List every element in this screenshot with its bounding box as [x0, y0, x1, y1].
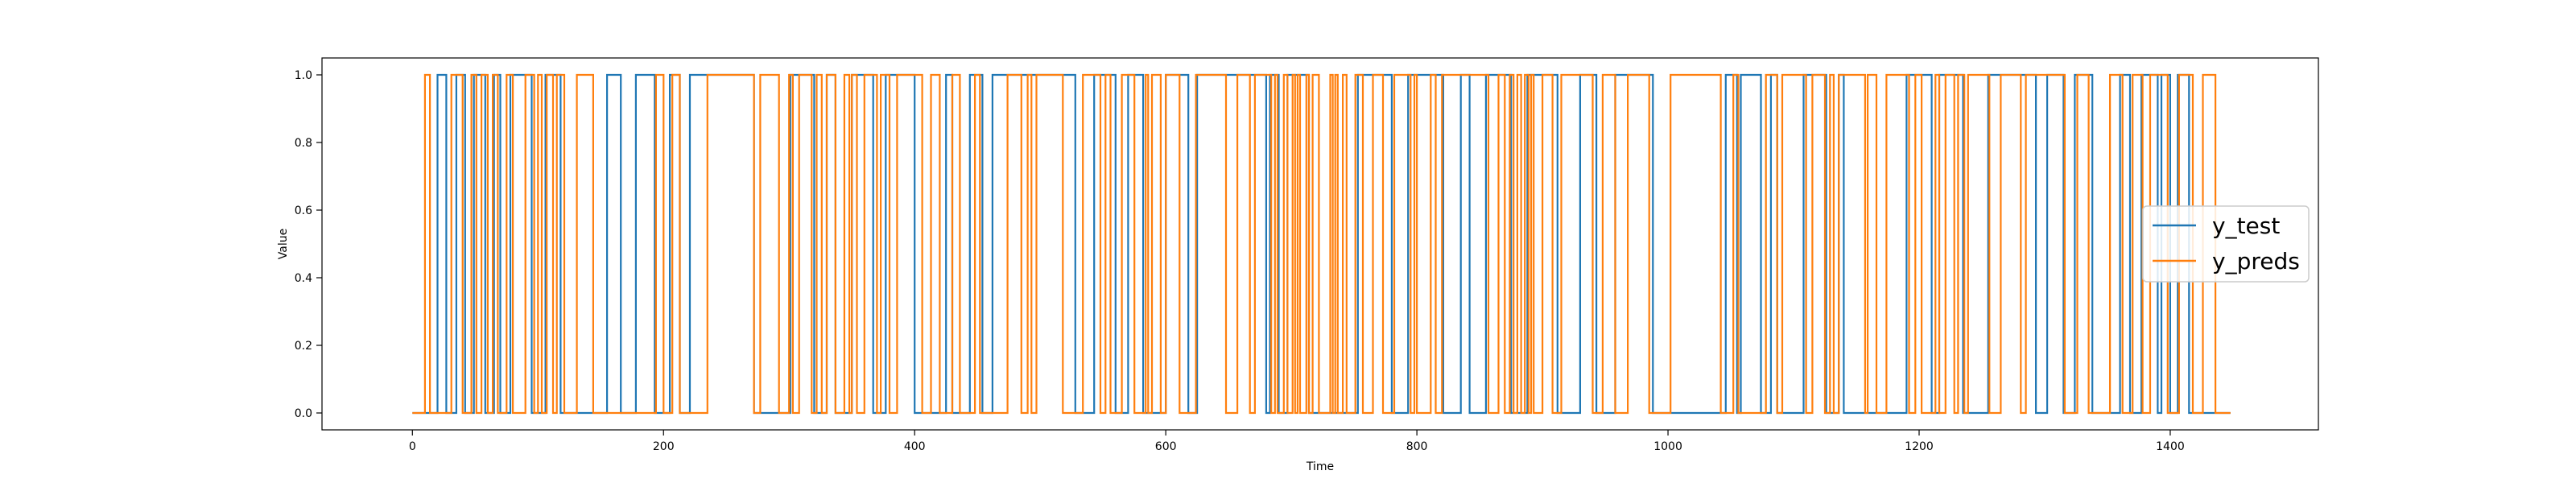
x-tick-label: 600 — [1155, 440, 1177, 453]
legend-label-y-test: y_test — [2212, 213, 2280, 239]
y-tick-label: 0.8 — [295, 137, 312, 150]
x-tick-label: 0 — [409, 440, 416, 453]
x-tick-label: 1000 — [1653, 440, 1682, 453]
series-line-y-preds — [412, 73, 2231, 415]
x-tick-label: 1400 — [2156, 440, 2185, 453]
legend-label-y-preds: y_preds — [2212, 248, 2300, 275]
y-tick-label: 0.2 — [295, 340, 312, 353]
plot-frame — [321, 57, 2319, 431]
y-axis: 0.0 0.2 0.4 0.6 0.8 1.0 — [295, 69, 322, 420]
x-tick-label: 200 — [653, 440, 675, 453]
x-axis-label: Time — [1306, 460, 1334, 473]
legend: y_test y_preds — [2142, 205, 2310, 283]
y-tick-label: 1.0 — [295, 69, 312, 82]
x-tick-label: 400 — [904, 440, 926, 453]
y-tick-label: 0.6 — [295, 204, 312, 217]
x-tick-label: 1200 — [1905, 440, 1934, 453]
series-layer — [412, 73, 2231, 415]
x-axis: 0 200 400 600 800 1000 1200 1400 — [409, 430, 2185, 453]
y-tick-label: 0.4 — [295, 272, 312, 285]
y-tick-label: 0.0 — [295, 407, 312, 420]
x-tick-label: 800 — [1406, 440, 1428, 453]
y-axis-label: Value — [277, 229, 290, 259]
